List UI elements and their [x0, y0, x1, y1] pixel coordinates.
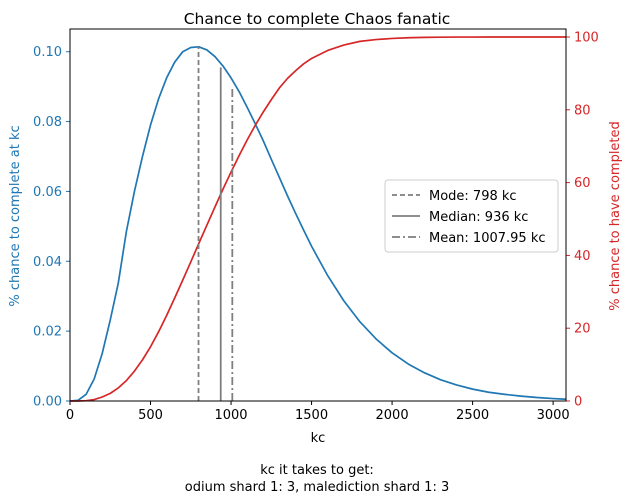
- plot-frame: [69, 28, 567, 402]
- left-y-tick-label: 0.00: [33, 395, 62, 410]
- marker-lines: [197, 46, 234, 401]
- cumulative-completion-line: [69, 36, 566, 402]
- x-tick-label: 0: [66, 408, 74, 423]
- left-axis-label: % chance to complete at kc: [8, 125, 23, 306]
- right-y-tick-label: 80: [574, 103, 591, 118]
- left-y-tick-label: 0.08: [33, 115, 62, 130]
- right-y-tick-label: 40: [574, 249, 591, 264]
- plot-lines: [69, 36, 567, 402]
- right-y-tick-label: 100: [574, 31, 599, 46]
- footer-line-1: kc it takes to get:: [260, 463, 374, 478]
- footer-line-2: odium shard 1: 3, malediction shard 1: 3: [185, 480, 449, 495]
- x-tick-label: 500: [138, 408, 163, 423]
- completion-chance-line: [69, 45, 567, 402]
- legend-label-mean: Mean: 1007.95 kc: [429, 231, 546, 246]
- x-tick-label: 1500: [295, 408, 328, 423]
- right-y-tick-label: 60: [574, 176, 591, 191]
- right-y-tick-label: 20: [574, 322, 591, 337]
- chart-title: Chance to complete Chaos fanatic: [184, 10, 451, 28]
- left-y-tick-label: 0.04: [33, 255, 62, 270]
- x-axis-label: kc: [311, 431, 326, 446]
- legend-label-mode: Mode: 798 kc: [429, 189, 517, 204]
- left-y-tick-label: 0.06: [33, 185, 62, 200]
- right-y-axis: 0 20 40 60 80 100: [566, 31, 599, 410]
- left-y-tick-label: 0.02: [33, 325, 62, 340]
- left-y-tick-label: 0.10: [33, 45, 62, 60]
- x-axis: 0 500 1000 1500 2000 2500 3000: [66, 401, 570, 423]
- legend-label-median: Median: 936 kc: [429, 210, 528, 225]
- x-tick-label: 3000: [537, 408, 570, 423]
- legend-box: [384, 179, 559, 253]
- x-tick-label: 2000: [376, 408, 409, 423]
- left-y-axis: 0.00 0.02 0.04 0.06 0.08 0.10: [33, 45, 70, 410]
- legend: Mode: 798 kc Median: 936 kc Mean: 1007.9…: [384, 179, 559, 253]
- x-tick-label: 1000: [214, 408, 247, 423]
- x-tick-label: 2500: [456, 408, 489, 423]
- right-axis-label: % chance to have completed: [608, 121, 623, 311]
- right-y-tick-label: 0: [574, 395, 582, 410]
